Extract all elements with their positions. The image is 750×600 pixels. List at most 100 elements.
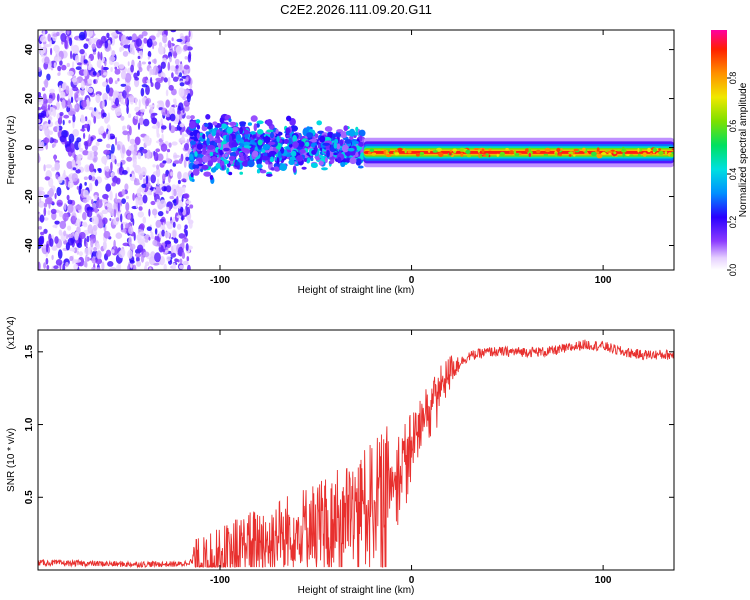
spectrogram-cell: [588, 150, 592, 154]
spectrogram-cell: [42, 30, 46, 38]
spectrogram-cell: [174, 58, 180, 66]
spectrogram-cell: [244, 129, 250, 135]
spectrogram-cell: [51, 211, 57, 221]
spectrogram-cell: [105, 183, 112, 192]
spectrogram-cell: [217, 142, 222, 149]
spectrogram-cell: [109, 190, 113, 201]
spectrogram-cell: [56, 199, 63, 207]
spectrogram-cell: [67, 233, 74, 239]
spectrogram-cell: [324, 126, 333, 132]
spectrogram-cell: [129, 173, 132, 177]
spectrogram-cell: [138, 117, 145, 125]
spectrogram-cell: [71, 77, 77, 83]
spectrogram-cell: [153, 188, 156, 193]
spectrogram-cell: [53, 44, 60, 53]
snr-axes: -100 0 100 0.5 1.0 1.5: [24, 330, 674, 586]
spectrogram-cell: [89, 182, 93, 192]
spectrogram-cell: [74, 259, 82, 263]
spectrogram-cell: [212, 121, 218, 126]
spectrogram-cell: [113, 239, 116, 250]
spectrogram-cell: [114, 66, 118, 70]
spectrogram-cell: [168, 84, 174, 91]
spectrogram-cell: [314, 133, 319, 139]
spectrogram-cell: [96, 267, 101, 270]
spectrogram-cell: [101, 261, 105, 270]
spectrogram-cell: [87, 87, 94, 94]
spectrogram-cell: [182, 186, 186, 194]
spectrogram-cell: [163, 77, 168, 83]
spectrogram-cell: [596, 147, 600, 152]
spectrogram-cell: [177, 187, 183, 197]
spectrogram-cell: [162, 173, 166, 182]
spectrogram-cell: [102, 112, 107, 118]
spectrogram-cell: [226, 126, 234, 134]
spectrogram-cell: [477, 149, 480, 153]
spectrogram-cell: [360, 152, 365, 160]
spectrogram-cell: [130, 64, 135, 73]
spectrogram-cell: [394, 149, 398, 153]
spectrogram-cell: [136, 260, 142, 267]
spectrogram-cell: [188, 221, 193, 229]
spectrogram-cell: [180, 206, 184, 213]
spectrogram-cell: [141, 183, 147, 188]
spectrogram-cell: [87, 64, 92, 71]
spectrogram-cell: [159, 255, 165, 266]
spectrogram-cell: [83, 123, 89, 129]
spectrogram-cell: [179, 264, 184, 270]
spectrogram-cell: [93, 194, 98, 200]
spectrogram-cell: [179, 123, 185, 128]
spectrogram-cell: [148, 208, 151, 217]
spectrogram-cell: [638, 149, 643, 152]
spectrogram-cell: [57, 72, 61, 76]
spectrogram-cell: [270, 156, 274, 161]
y-tick-label: -20: [24, 189, 35, 204]
spectrogram-cell: [153, 151, 159, 162]
spectrogram-cell: [72, 167, 77, 171]
spectrogram-cell: [44, 78, 49, 88]
colorbar-tick-label: 0.4: [728, 168, 738, 181]
spectrogram-cell: [637, 153, 641, 157]
colorbar-tick-label: 0.0: [728, 264, 738, 277]
spectrogram-cell: [622, 146, 625, 152]
spectrogram-cell: [68, 120, 71, 124]
spectrogram-cell: [115, 232, 123, 239]
spectrogram-cell: [155, 148, 161, 153]
spectrogram-cell: [52, 224, 58, 228]
spectrogram-cell: [279, 163, 288, 171]
spectrogram-cell: [173, 51, 177, 59]
spectrogram-cell: [239, 152, 244, 157]
spectrogram-cell: [141, 61, 146, 65]
spectrogram-cell: [244, 133, 250, 138]
spectrogram-cell: [129, 260, 135, 264]
spectrogram-cell: [133, 143, 138, 152]
spectrogram-cell: [326, 150, 330, 158]
spectrogram-cell: [664, 151, 668, 155]
spectrogram-cell: [266, 119, 273, 127]
spectrogram-cell: [336, 143, 341, 150]
spectrogram-cell: [273, 166, 280, 171]
spectrogram-cell: [146, 226, 152, 231]
spectrogram-cell: [183, 193, 190, 200]
spectrogram-cell: [91, 199, 94, 205]
spectrogram-cell: [536, 149, 541, 154]
spectrogram-cell: [316, 120, 323, 126]
spectrogram-cell: [56, 186, 62, 197]
spectrogram-cell: [162, 160, 167, 164]
spectrogram-cell: [185, 243, 189, 252]
spectrogram-cell: [179, 72, 182, 78]
spectrogram-cell: [84, 255, 88, 264]
spectrogram-cell: [310, 157, 314, 162]
spectrogram-cell: [622, 152, 625, 158]
spectrogram-cell: [109, 267, 117, 270]
spectrogram-cell: [483, 154, 487, 157]
spectrogram-cell: [333, 141, 338, 149]
spectrogram-cell: [292, 141, 299, 149]
spectrogram-cell: [397, 147, 403, 152]
spectrogram-cell: [235, 150, 240, 156]
snr-marks: [38, 339, 674, 569]
spectrogram-cell: [169, 113, 176, 122]
spectrogram-cell: [203, 171, 212, 177]
colorbar-label: Normalized spectral amplitude: [738, 82, 749, 217]
spectrogram-cell: [91, 176, 96, 182]
spectrogram-cell: [133, 182, 141, 186]
